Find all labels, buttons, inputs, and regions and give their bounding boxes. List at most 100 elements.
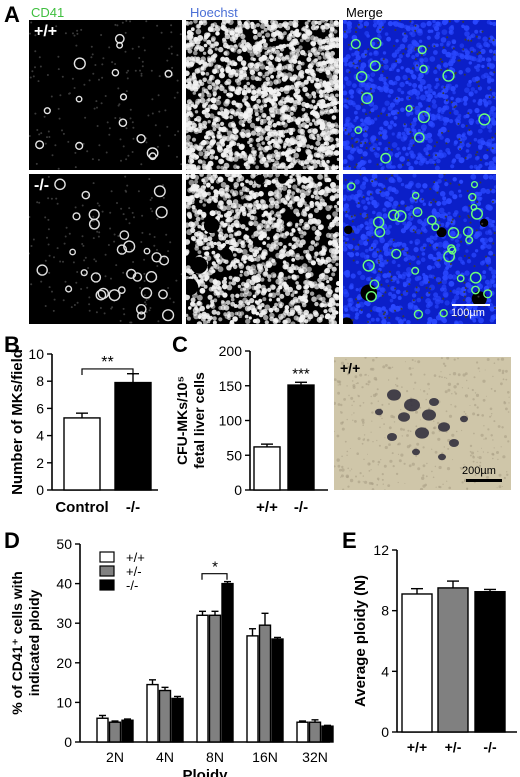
panel-c-label: C xyxy=(172,332,188,357)
chart-b-x-label: -/- xyxy=(126,499,140,516)
chart-e-bar xyxy=(401,593,433,733)
chart-d-y-label: indicated ploidy xyxy=(26,590,42,697)
chart-d-y-tick-label: 10 xyxy=(56,694,72,710)
chart-d: 0 10 20 30 40 50 2N 4N 8N 16N 32N Ploidy +/++/--/- *%… xyxy=(9,536,334,777)
chart-d-bar xyxy=(258,624,272,743)
chart-c-y-tick-label: 50 xyxy=(226,447,242,463)
chart-b-bar xyxy=(114,381,152,491)
chart-d-y-tick-label: 20 xyxy=(56,655,72,671)
chart-d-legend-label: +/- xyxy=(126,564,142,579)
chart-e-y-tick-label: 8 xyxy=(381,603,389,619)
chart-e-bar xyxy=(474,591,506,733)
chart-e-y-tick-label: 4 xyxy=(381,663,389,679)
megakaryocyte-texture xyxy=(29,20,182,170)
row-label-knockout: -/- xyxy=(34,177,50,194)
chart-c-x-label: -/- xyxy=(294,499,308,516)
chart-c-significance-mark: *** xyxy=(292,365,310,382)
scale-bar-line xyxy=(452,304,490,306)
merge-knockout-image xyxy=(343,174,496,324)
chart-d-bar xyxy=(96,717,109,743)
chart-c-x-label: +/+ xyxy=(256,499,278,516)
chart-d-bar xyxy=(146,683,159,743)
nuclei-texture xyxy=(186,174,339,324)
colony-texture xyxy=(334,357,510,490)
colony-scale-bar-label: 200µm xyxy=(462,465,496,477)
chart-d-significance-mark: * xyxy=(212,559,218,576)
chart-d-bar xyxy=(196,614,209,743)
chart-d-y-tick-label: 30 xyxy=(56,615,72,631)
chart-c-y-tick-label: 200 xyxy=(219,343,243,359)
chart-d-x-tick-label: 32N xyxy=(302,749,328,765)
chart-d-x-tick-label: 8N xyxy=(206,749,224,765)
chart-d-legend-swatch xyxy=(99,551,115,563)
chart-c-y-tick-label: 100 xyxy=(219,413,243,429)
chart-e-x-label: +/+ xyxy=(407,739,427,755)
chart-d-legend-label: -/- xyxy=(126,578,138,593)
chart-d-bar xyxy=(108,721,122,743)
chart-d-legend-swatch xyxy=(99,579,115,591)
chart-b-significance-mark: ** xyxy=(101,354,113,371)
chart-b-x-label: Control xyxy=(55,499,108,516)
chart-c: 0 50 100 150 200 +/+ -/- *** CFU-MKs/10⁵ fetal li… xyxy=(174,343,328,516)
cd41-knockout-image xyxy=(29,174,182,324)
chart-d-bar xyxy=(246,635,259,743)
chart-d-bar xyxy=(171,697,184,743)
chart-c-y-tick-label: 150 xyxy=(219,378,243,394)
chart-d-y-label: % of CD41⁺ cells with xyxy=(9,571,25,715)
chart-e-x-label: -/- xyxy=(483,739,497,755)
chart-d-legend-swatch xyxy=(99,565,115,577)
chart-e-x-label: +/- xyxy=(445,739,462,755)
chart-d-x-label: Ploidy xyxy=(182,767,228,777)
chart-d-bar xyxy=(321,725,334,743)
chart-d-y-tick-label: 50 xyxy=(56,536,72,552)
chart-b-y-tick-label: 10 xyxy=(28,346,44,362)
chart-e-bar xyxy=(437,587,469,733)
row-label-wildtype: +/+ xyxy=(34,23,58,40)
panel-d-label: D xyxy=(4,528,20,553)
column-label-hoechst: Hoechst xyxy=(190,5,238,20)
chart-d-bar xyxy=(221,582,234,743)
chart-b-y-tick-label: 4 xyxy=(36,428,44,444)
chart-d-bar xyxy=(158,689,172,743)
chart-d-bar xyxy=(121,719,134,743)
chart-e-y-tick-label: 12 xyxy=(373,542,389,558)
chart-d-significance-bracket xyxy=(201,573,228,580)
chart-e-y-label: Average ploidy (N) xyxy=(352,575,369,707)
merge-wildtype-image xyxy=(343,20,496,170)
hoechst-wildtype-image xyxy=(186,20,339,170)
chart-b: 0 2 4 6 8 10 Control -/- ** Number of MKs/field xyxy=(9,346,158,516)
chart-d-bar xyxy=(271,638,284,743)
chart-c-y-label: CFU-MKs/10⁵ xyxy=(174,376,190,465)
cd41-wildtype-image xyxy=(29,20,182,170)
nuclei-texture xyxy=(186,20,339,170)
column-label-cd41: CD41 xyxy=(31,5,65,20)
chart-d-y-tick-label: 40 xyxy=(56,576,72,592)
column-label-merge: Merge xyxy=(346,5,383,20)
chart-b-y-label: Number of MKs/field xyxy=(9,349,26,495)
chart-d-x-tick-label: 16N xyxy=(252,749,278,765)
chart-b-y-tick-label: 8 xyxy=(36,373,44,389)
colony-scale-bar-line xyxy=(466,479,502,482)
chart-d-legend-label: +/+ xyxy=(126,550,145,565)
chart-b-y-tick-label: 2 xyxy=(36,455,44,471)
colony-image xyxy=(334,357,511,490)
chart-b-significance-bracket xyxy=(81,368,134,375)
chart-d-bar xyxy=(208,614,222,743)
hoechst-knockout-image xyxy=(186,174,339,324)
chart-d-bar xyxy=(308,721,322,743)
panel-b-label: B xyxy=(4,332,20,357)
chart-c-bar xyxy=(287,384,315,491)
panel-a-label: A xyxy=(4,2,20,27)
chart-b-bar xyxy=(63,417,101,491)
chart-d-y-tick-label: 0 xyxy=(64,734,72,750)
chart-b-y-tick-label: 6 xyxy=(36,400,44,416)
chart-d-x-tick-label: 2N xyxy=(106,749,124,765)
colony-genotype-label: +/+ xyxy=(340,360,361,376)
chart-c-y-tick-label: 0 xyxy=(234,482,242,498)
chart-d-x-tick-label: 4N xyxy=(156,749,174,765)
megakaryocyte-texture xyxy=(29,175,182,324)
chart-e-y-tick-label: 0 xyxy=(381,724,389,740)
chart-e: 0 4 8 12 +/+ +/- -/- Average ploidy (N) xyxy=(352,542,517,755)
megakaryocyte-texture xyxy=(343,20,496,169)
megakaryocyte-texture xyxy=(344,174,496,323)
